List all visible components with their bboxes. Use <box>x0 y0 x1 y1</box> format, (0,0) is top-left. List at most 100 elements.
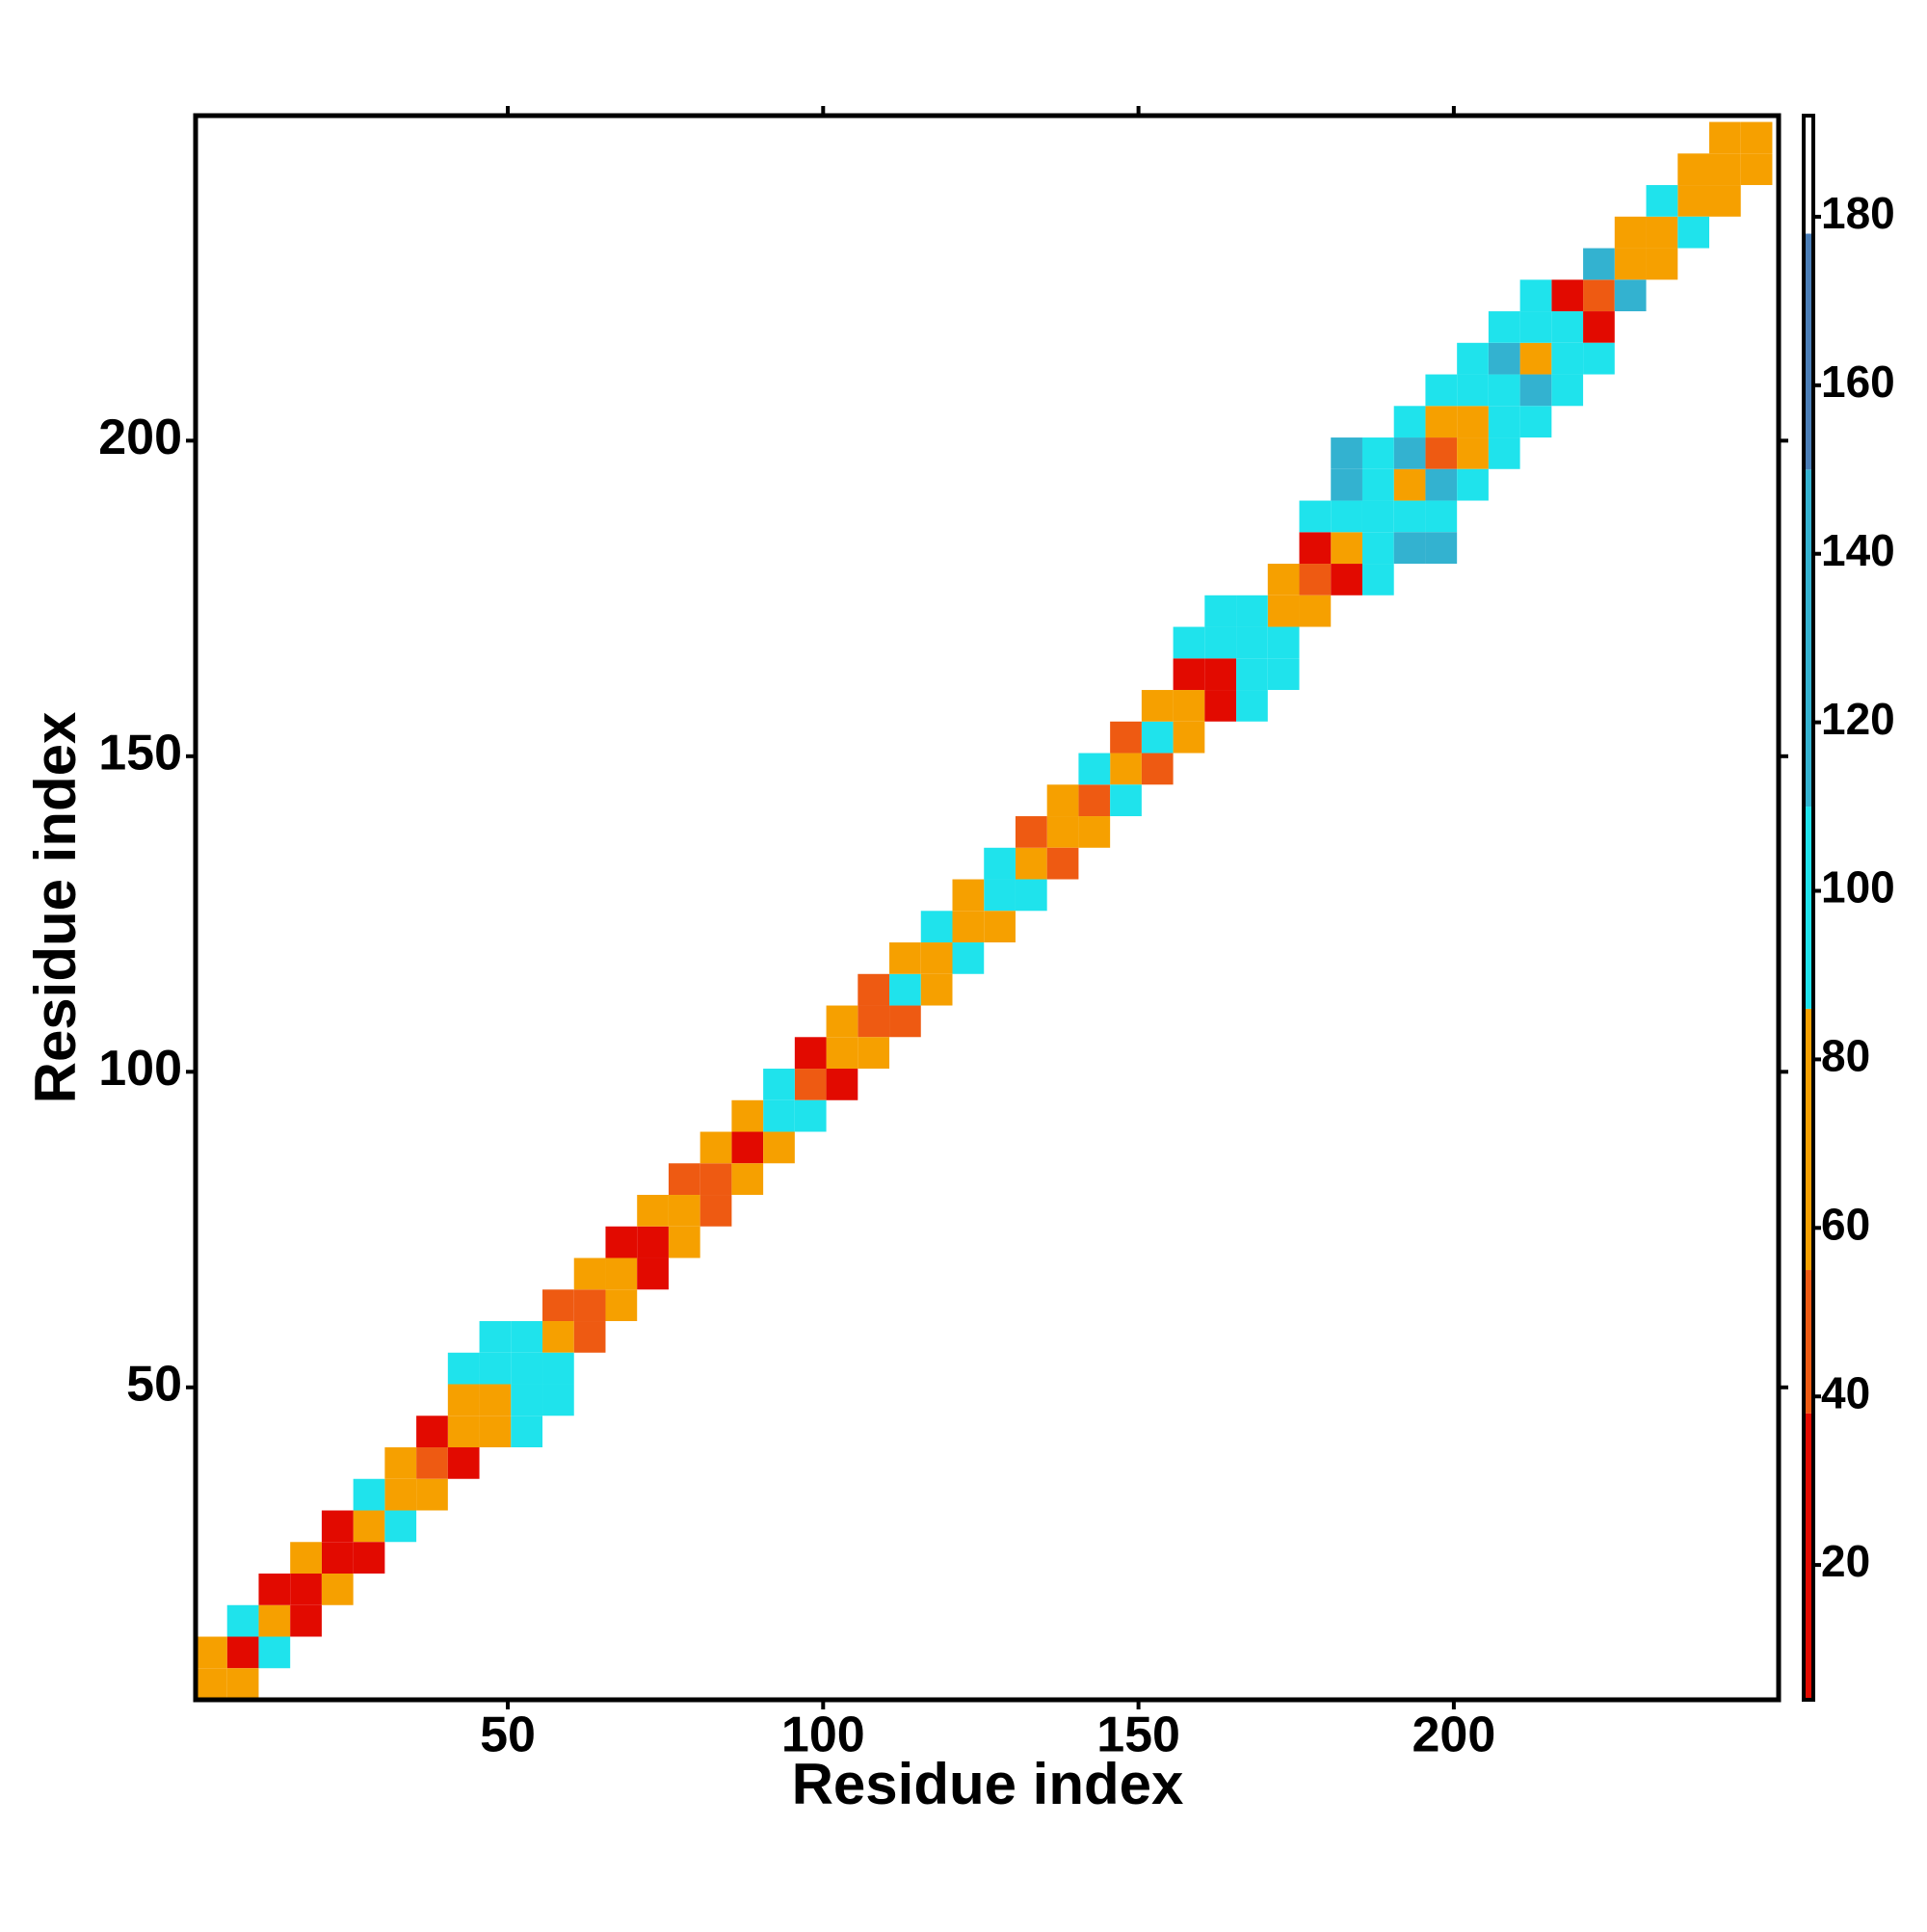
heatmap-cell <box>889 942 921 974</box>
heatmap-cell <box>858 973 890 1006</box>
heatmap-cell <box>1677 185 1709 217</box>
heatmap-cell <box>1110 753 1142 785</box>
heatmap-cell <box>763 1131 795 1164</box>
heatmap-cell <box>1519 279 1552 312</box>
y-tick-label: 150 <box>98 726 182 781</box>
colorbar-frame <box>1802 114 1815 1702</box>
heatmap-cell <box>1425 468 1458 501</box>
heatmap-cell <box>1204 595 1237 627</box>
heatmap-cell <box>1361 437 1394 469</box>
heatmap-cell <box>1425 532 1458 565</box>
heatmap-cell <box>196 1668 227 1700</box>
colorbar-segment <box>1804 1008 1813 1271</box>
heatmap-cell <box>384 1478 417 1511</box>
heatmap-cell <box>1646 185 1678 217</box>
heatmap-cell <box>416 1478 448 1511</box>
y-tick-label: 100 <box>98 1041 182 1097</box>
heatmap-cell <box>1457 374 1489 407</box>
heatmap-cell <box>1299 500 1332 533</box>
heatmap-cell <box>952 879 985 912</box>
heatmap-cell <box>1110 784 1142 817</box>
heatmap-cell <box>1425 500 1458 533</box>
colorbar-tick-label: 80 <box>1821 1031 1870 1081</box>
heatmap-cell <box>858 1037 890 1070</box>
heatmap-cell <box>1583 248 1615 280</box>
heatmap-cell <box>1583 311 1615 343</box>
heatmap-cell <box>573 1289 606 1322</box>
y-tick-label: 50 <box>126 1357 182 1413</box>
heatmap-cell <box>1236 658 1268 691</box>
heatmap-cell <box>1046 816 1079 848</box>
heatmap-cell <box>794 1037 827 1070</box>
heatmap-cell <box>731 1163 764 1196</box>
heatmap-cell <box>637 1195 669 1227</box>
heatmap-cell <box>321 1574 354 1605</box>
heatmap-cell <box>1708 185 1741 217</box>
x-tick-label: 100 <box>781 1707 865 1763</box>
heatmap-cell <box>258 1574 291 1605</box>
heatmap-cell <box>384 1510 417 1543</box>
heatmap-cell <box>1141 753 1174 785</box>
heatmap-cell <box>258 1636 291 1669</box>
heatmap-cell <box>479 1416 512 1447</box>
heatmap-cell <box>1141 690 1174 722</box>
heatmap-cell <box>447 1447 480 1479</box>
colorbar-tick-label: 60 <box>1821 1199 1870 1249</box>
heatmap-cell <box>1457 342 1489 375</box>
heatmap-cell <box>889 973 921 1006</box>
heatmap-cell <box>1299 595 1332 627</box>
heatmap-cell <box>731 1131 764 1164</box>
heatmap-cell <box>416 1416 448 1447</box>
heatmap-cell <box>1110 721 1142 754</box>
heatmap-cell <box>226 1604 259 1637</box>
heatmap-cell <box>542 1321 574 1353</box>
colorbar-tick-label: 40 <box>1821 1367 1870 1417</box>
heatmap-cell <box>763 1069 795 1100</box>
heatmap-cell <box>1393 406 1426 438</box>
heatmap-cell <box>1519 406 1552 438</box>
colorbar-segment <box>1804 1270 1813 1414</box>
heatmap-cell <box>605 1289 638 1322</box>
heatmap-cell <box>1361 500 1394 533</box>
heatmap-cell <box>1173 721 1205 754</box>
heatmap-cell <box>1708 121 1741 154</box>
heatmap-cell <box>1204 626 1237 659</box>
x-tick-label: 150 <box>1096 1707 1180 1763</box>
heatmap-cell <box>1519 374 1552 407</box>
heatmap-cell <box>668 1226 700 1258</box>
heatmap-cell <box>1173 690 1205 722</box>
heatmap-cell <box>826 1005 858 1038</box>
heatmap-cell <box>605 1257 638 1290</box>
heatmap-cell <box>1488 342 1520 375</box>
heatmap-cell <box>353 1510 385 1543</box>
heatmap-cell <box>1078 816 1111 848</box>
heatmap-cell <box>1331 500 1362 533</box>
colorbar-tick-label: 160 <box>1821 357 1895 407</box>
heatmap-cell <box>1677 216 1709 249</box>
heatmap-cell <box>511 1352 543 1385</box>
cell-layer <box>196 121 1773 1700</box>
colorbar-segment <box>1804 116 1813 234</box>
heatmap-cell <box>700 1195 732 1227</box>
heatmap-cell <box>889 1005 921 1038</box>
heatmap-cell <box>1519 342 1552 375</box>
heatmap-cell <box>1078 753 1111 785</box>
heatmap-cell <box>416 1447 448 1479</box>
heatmap-cell <box>794 1099 827 1132</box>
heatmap-cell <box>920 942 953 974</box>
heatmap-cell <box>196 1636 227 1669</box>
heatmap-cell <box>700 1163 732 1196</box>
heatmap-cell <box>447 1384 480 1416</box>
heatmap-cell <box>1425 437 1458 469</box>
heatmap-cell <box>1488 437 1520 469</box>
heatmap-cell <box>1015 847 1047 880</box>
heatmap-cell <box>1046 847 1079 880</box>
heatmap-cell <box>1614 279 1647 312</box>
heatmap-cell <box>321 1510 354 1543</box>
heatmap-cell <box>479 1384 512 1416</box>
heatmap-cell <box>1488 311 1520 343</box>
heatmap-cell <box>1331 532 1362 565</box>
heatmap-cell <box>1393 500 1426 533</box>
